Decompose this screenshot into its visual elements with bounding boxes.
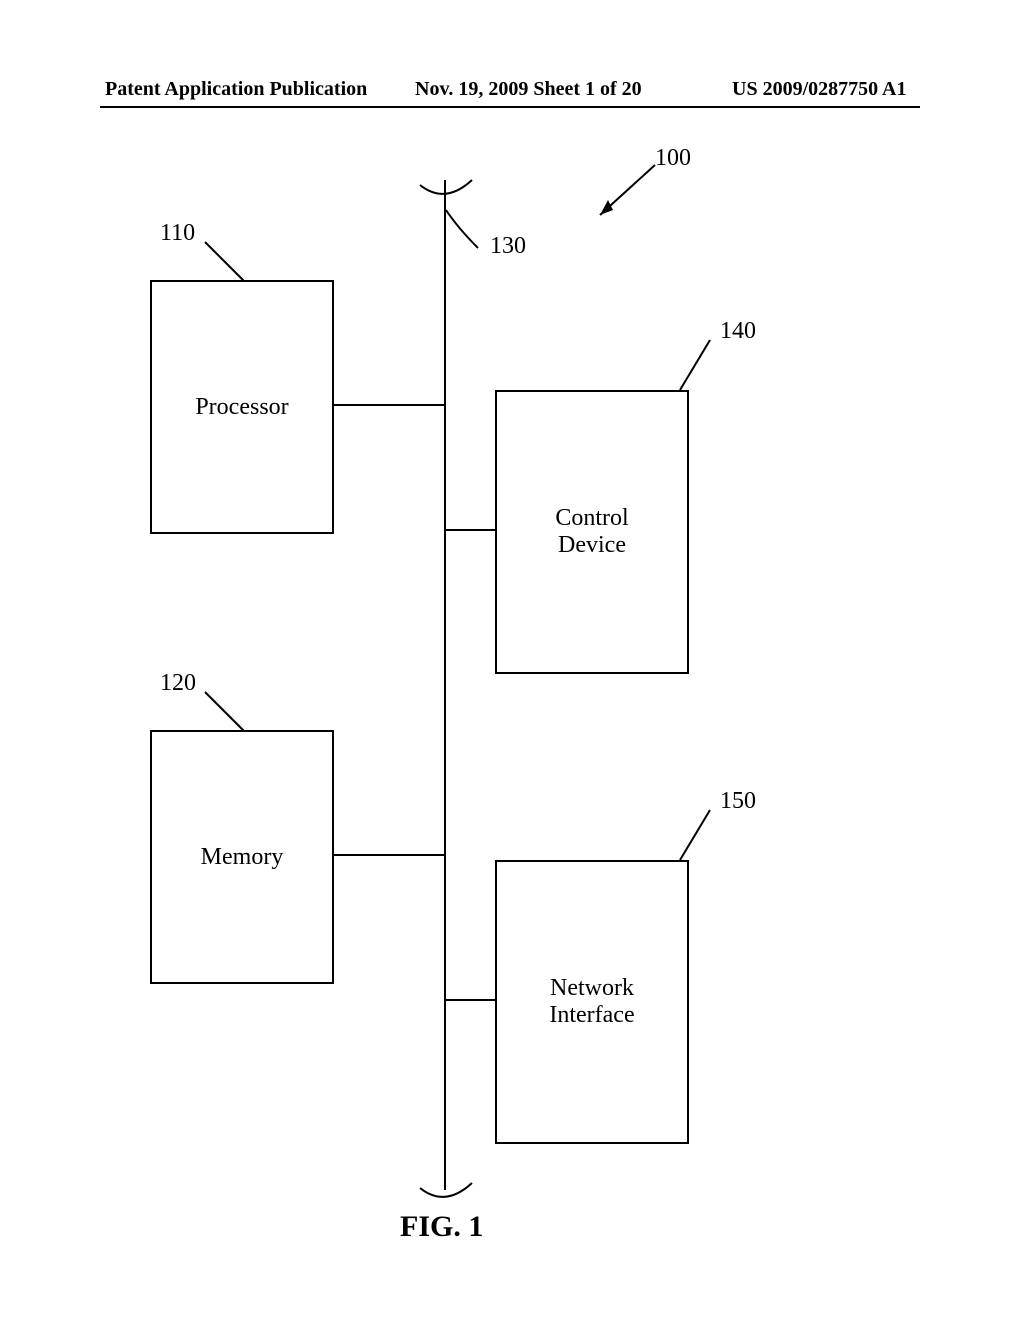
header-publication: Patent Application Publication bbox=[105, 78, 367, 101]
header-rule bbox=[100, 106, 920, 108]
block-diagram: 100 130 110 Processor 120 Memory 140 Con… bbox=[0, 150, 1024, 1250]
ref-110-label: 110 bbox=[160, 220, 195, 247]
ref-140-leader bbox=[680, 340, 710, 390]
ref-120-label: 120 bbox=[160, 670, 196, 697]
control-device-label: Control Device bbox=[555, 505, 628, 559]
ref-120-leader bbox=[205, 692, 245, 732]
memory-label: Memory bbox=[201, 844, 284, 871]
ref-150-label: 150 bbox=[720, 788, 756, 815]
network-interface-box: Network Interface bbox=[495, 860, 689, 1144]
control-device-box: Control Device bbox=[495, 390, 689, 674]
page: Patent Application Publication Nov. 19, … bbox=[0, 0, 1024, 1320]
memory-box: Memory bbox=[150, 730, 334, 984]
ref-140-label: 140 bbox=[720, 318, 756, 345]
figure-caption: FIG. 1 bbox=[400, 1210, 483, 1244]
ref-110-leader bbox=[205, 242, 245, 282]
ref-130-label: 130 bbox=[490, 233, 526, 260]
header-date-sheet: Nov. 19, 2009 Sheet 1 of 20 bbox=[415, 78, 642, 101]
processor-label: Processor bbox=[195, 394, 288, 421]
network-interface-label: Network Interface bbox=[549, 975, 634, 1029]
ref-100-label: 100 bbox=[655, 145, 691, 172]
processor-box: Processor bbox=[150, 280, 334, 534]
ref-100-arrowhead bbox=[600, 200, 613, 215]
ref-150-leader bbox=[680, 810, 710, 860]
header-patent-number: US 2009/0287750 A1 bbox=[732, 78, 906, 101]
ref-130-leader bbox=[446, 210, 478, 248]
